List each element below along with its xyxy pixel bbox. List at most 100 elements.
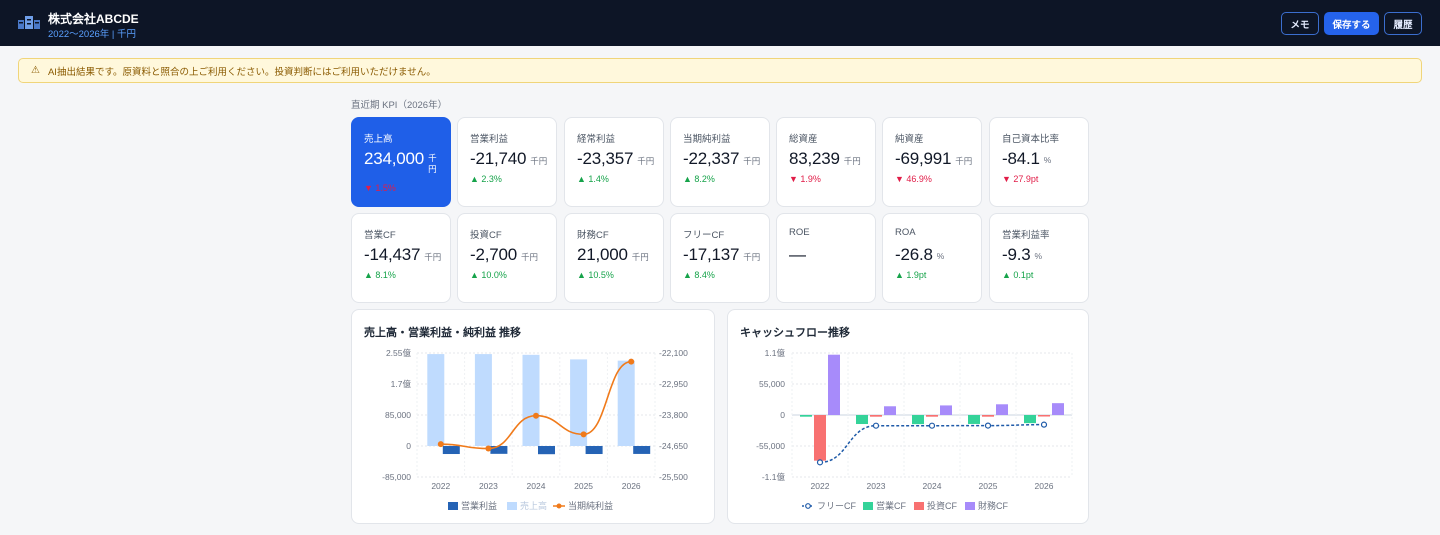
pl-trend-chart: 2.55億 1.7億 85,000 0 -85,000 -22,100 -22,950 -23… xyxy=(382,348,688,511)
kpi-value-row: -21,740 千円 xyxy=(470,149,547,169)
bar-investing-cf xyxy=(926,415,938,417)
bar-operating-profit xyxy=(585,446,603,455)
save-button[interactable]: 保存する xyxy=(1324,12,1379,35)
bar-investing-cf xyxy=(814,415,826,461)
kpi-card[interactable]: 財務CF 21,000 千円 ▲ 10.5% xyxy=(564,213,664,303)
kpi-value-row: -2,700 千円 xyxy=(470,245,538,265)
bar-financing-cf xyxy=(884,406,896,415)
kpi-label: ROE xyxy=(789,227,810,238)
kpi-change: ▼ 46.9% xyxy=(895,174,932,184)
kpi-change: ▼ 27.9pt xyxy=(1002,174,1039,184)
kpi-change: ▼ 1.9% xyxy=(789,174,821,184)
bar-financing-cf xyxy=(996,404,1008,415)
x-tick-label: 2026 xyxy=(622,481,641,491)
point-free-cf xyxy=(928,422,936,429)
bar-operating-cf xyxy=(1024,415,1036,424)
bar-investing-cf xyxy=(982,415,994,417)
kpi-card[interactable]: 営業CF -14,437 千円 ▲ 8.1% xyxy=(351,213,451,303)
bar-operating-profit xyxy=(442,446,460,455)
kpi-card[interactable]: 投資CF -2,700 千円 ▲ 10.0% xyxy=(457,213,557,303)
period-unit-label: 2022〜2026年 | 千円 xyxy=(48,29,137,40)
kpi-card[interactable]: 総資産 83,239 千円 ▼ 1.9% xyxy=(776,117,876,207)
kpi-card[interactable]: ROA -26.8% ▲ 1.9pt xyxy=(882,213,982,303)
kpi-label: ROA xyxy=(895,227,916,238)
bar-revenue xyxy=(570,359,588,446)
kpi-card[interactable]: ROE — xyxy=(776,213,876,303)
y2-tick-label: -22,100 xyxy=(659,348,688,358)
legend-financing-cf: 財務CF xyxy=(978,500,1008,511)
y2-tick-label: -23,800 xyxy=(659,410,688,420)
pl-trend-title: 売上高・営業利益・純利益 推移 xyxy=(364,327,522,339)
kpi-unit: 千円 xyxy=(631,252,649,262)
x-tick-label: 2023 xyxy=(479,481,498,491)
kpi-value: -17,137 xyxy=(683,245,740,264)
kpi-unit: 千円 xyxy=(637,156,655,166)
bar-revenue xyxy=(427,354,445,446)
bar-operating-profit xyxy=(490,446,508,454)
y-tick-label: 55,000 xyxy=(759,379,785,389)
bar-financing-cf xyxy=(940,405,952,415)
kpi-label: 自己資本比率 xyxy=(1002,134,1060,145)
kpi-value: -69,991 xyxy=(895,149,952,168)
memo-button[interactable]: メモ xyxy=(1281,12,1319,35)
y-tick-label: 0 xyxy=(406,441,411,451)
y-tick-label: 1.1億 xyxy=(765,348,786,358)
kpi-change: ▲ 8.1% xyxy=(364,270,396,280)
point-free-cf xyxy=(1040,421,1048,428)
bar-operating-profit xyxy=(538,446,555,455)
kpi-value-row: -84.1% xyxy=(1002,149,1051,169)
kpi-card[interactable]: 自己資本比率 -84.1% ▼ 27.9pt xyxy=(989,117,1089,207)
kpi-value-row: — xyxy=(789,245,810,265)
kpi-value-row: -22,337 千円 xyxy=(683,149,760,169)
kpi-change: ▲ 8.2% xyxy=(683,174,715,184)
legend-swatch-revenue xyxy=(507,502,517,510)
kpi-label: 投資CF xyxy=(470,230,502,241)
kpi-label: フリーCF xyxy=(683,230,725,241)
pl-trend-panel: 売上高・営業利益・純利益 推移 2.55億 1.7億 85,000 0 -85,000 -… xyxy=(351,309,715,524)
kpi-change: ▲ 1.9pt xyxy=(895,270,927,280)
y-tick-label: -85,000 xyxy=(382,472,411,482)
bar-revenue xyxy=(474,354,492,446)
bar-investing-cf xyxy=(870,415,882,417)
kpi-change: ▲ 2.3% xyxy=(470,174,502,184)
kpi-unit: 千円 xyxy=(843,156,861,166)
bar-operating-profit xyxy=(633,446,651,454)
history-button[interactable]: 履歴 xyxy=(1384,12,1422,35)
kpi-section-heading: 直近期 KPI（2026年） xyxy=(351,100,448,111)
kpi-value: 21,000 xyxy=(577,245,628,264)
kpi-unit: 千円 xyxy=(428,153,437,174)
legend-free-cf: フリーCF xyxy=(817,501,856,511)
ai-disclaimer-text: AI抽出結果です。原資料と照合の上ご利用ください。投資判断にはご利用いただけませ… xyxy=(47,66,436,78)
kpi-card[interactable]: 当期純利益 -22,337 千円 ▲ 8.2% xyxy=(670,117,770,207)
kpi-card[interactable]: 純資産 -69,991 千円 ▼ 46.9% xyxy=(882,117,982,207)
kpi-value: -84.1 xyxy=(1002,149,1040,168)
legend-marker-free-cf xyxy=(805,503,811,509)
kpi-card[interactable]: 営業利益 -21,740 千円 ▲ 2.3% xyxy=(457,117,557,207)
cf-trend-title: キャッシュフロー推移 xyxy=(740,327,850,339)
kpi-change: ▼ 1.5% xyxy=(364,183,396,193)
point-net-income xyxy=(628,358,635,365)
kpi-card[interactable]: 営業利益率 -9.3% ▲ 0.1pt xyxy=(989,213,1089,303)
y-tick-label: 0 xyxy=(780,410,785,420)
y-tick-label: 1.7億 xyxy=(391,379,412,389)
bar-financing-cf xyxy=(828,354,840,415)
kpi-card[interactable]: フリーCF -17,137 千円 ▲ 8.4% xyxy=(670,213,770,303)
kpi-unit: 千円 xyxy=(530,156,548,166)
kpi-card[interactable]: 売上高 234,000 千円 ▼ 1.5% xyxy=(351,117,451,207)
y-tick-label: -55,000 xyxy=(756,441,785,451)
point-net-income xyxy=(437,441,444,448)
legend-swatch-operating-cf xyxy=(863,502,873,510)
company-name: 株式会社ABCDE xyxy=(48,12,139,26)
legend-swatch-financing-cf xyxy=(965,502,975,510)
legend-marker-net-income xyxy=(556,503,562,509)
kpi-unit: 千円 xyxy=(743,156,761,166)
kpi-change: ▲ 8.4% xyxy=(683,270,715,280)
y-tick-label: 85,000 xyxy=(385,410,411,420)
kpi-label: 財務CF xyxy=(577,230,609,241)
kpi-label: 純資産 xyxy=(895,134,924,145)
ai-disclaimer-banner: ⚠ AI抽出結果です。原資料と照合の上ご利用ください。投資判断にはご利用いただけ… xyxy=(18,58,1422,83)
kpi-card[interactable]: 経常利益 -23,357 千円 ▲ 1.4% xyxy=(564,117,664,207)
kpi-change: ▲ 10.5% xyxy=(577,270,614,280)
kpi-value: -22,337 xyxy=(683,149,740,168)
kpi-value-row: -69,991 千円 xyxy=(895,149,972,169)
